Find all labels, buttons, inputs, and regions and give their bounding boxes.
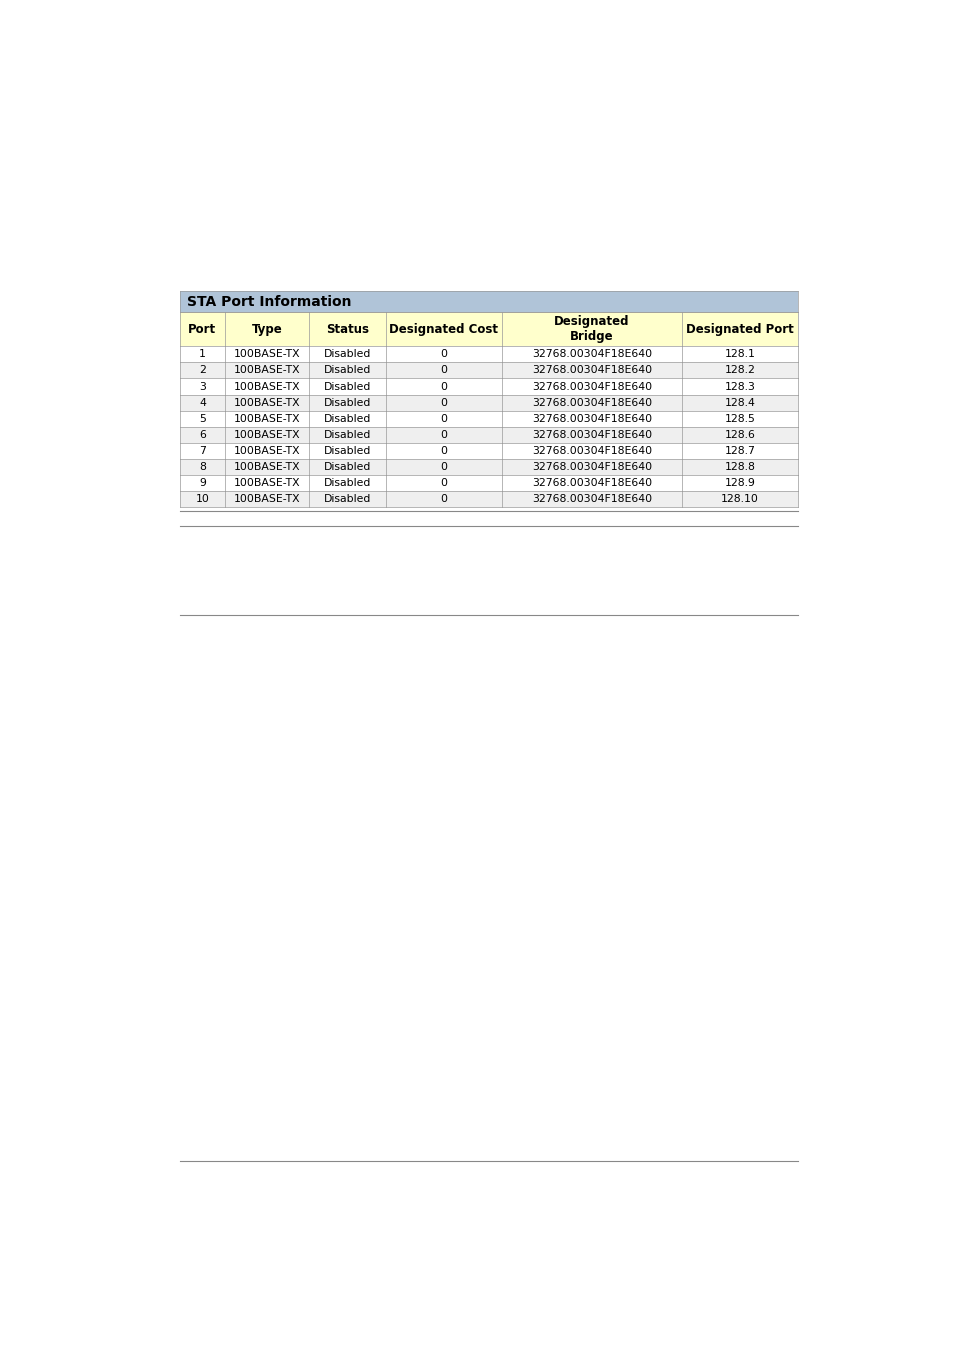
Text: 32768.00304F18E640: 32768.00304F18E640 [532, 446, 651, 457]
Bar [180, 492, 797, 508]
Text: 100BASE-TX: 100BASE-TX [233, 446, 300, 457]
Text: Disabled: Disabled [323, 413, 371, 424]
Text: 32768.00304F18E640: 32768.00304F18E640 [532, 350, 651, 359]
Bar [180, 459, 797, 476]
Text: Disabled: Disabled [323, 478, 371, 488]
Text: 0: 0 [440, 350, 447, 359]
Text: Designated
Bridge: Designated Bridge [554, 315, 629, 343]
Text: 100BASE-TX: 100BASE-TX [233, 365, 300, 376]
Text: 100BASE-TX: 100BASE-TX [233, 413, 300, 424]
Text: 32768.00304F18E640: 32768.00304F18E640 [532, 413, 651, 424]
Bar [180, 346, 797, 362]
Bar [180, 476, 797, 492]
Text: 6: 6 [199, 430, 206, 440]
Bar [180, 394, 797, 411]
Text: Disabled: Disabled [323, 462, 371, 473]
Text: 7: 7 [199, 446, 206, 457]
Text: 100BASE-TX: 100BASE-TX [233, 397, 300, 408]
Text: 1: 1 [199, 350, 206, 359]
Text: 128.1: 128.1 [724, 350, 755, 359]
Text: Status: Status [325, 323, 369, 335]
Text: 128.9: 128.9 [724, 478, 755, 488]
Text: 0: 0 [440, 446, 447, 457]
Text: 128.5: 128.5 [724, 413, 755, 424]
Text: 0: 0 [440, 397, 447, 408]
Text: 100BASE-TX: 100BASE-TX [233, 350, 300, 359]
Text: 100BASE-TX: 100BASE-TX [233, 494, 300, 504]
Bar [180, 443, 797, 459]
Text: Disabled: Disabled [323, 494, 371, 504]
Text: 100BASE-TX: 100BASE-TX [233, 381, 300, 392]
Text: Disabled: Disabled [323, 430, 371, 440]
Bar [180, 362, 797, 378]
Text: 8: 8 [199, 462, 206, 473]
Text: 100BASE-TX: 100BASE-TX [233, 462, 300, 473]
Text: 100BASE-TX: 100BASE-TX [233, 430, 300, 440]
Text: 128.6: 128.6 [724, 430, 755, 440]
Text: 128.10: 128.10 [720, 494, 759, 504]
Text: 128.7: 128.7 [724, 446, 755, 457]
Text: Disabled: Disabled [323, 397, 371, 408]
Text: 10: 10 [195, 494, 209, 504]
Text: 0: 0 [440, 413, 447, 424]
Text: Designated Cost: Designated Cost [389, 323, 497, 335]
Text: Disabled: Disabled [323, 365, 371, 376]
Text: 32768.00304F18E640: 32768.00304F18E640 [532, 462, 651, 473]
Text: 5: 5 [199, 413, 206, 424]
Text: 32768.00304F18E640: 32768.00304F18E640 [532, 397, 651, 408]
Text: 0: 0 [440, 365, 447, 376]
Bar [180, 378, 797, 394]
Text: 0: 0 [440, 462, 447, 473]
Text: 100BASE-TX: 100BASE-TX [233, 478, 300, 488]
Text: 0: 0 [440, 430, 447, 440]
Bar [180, 312, 797, 346]
Bar [180, 290, 797, 312]
Text: STA Port Information: STA Port Information [187, 295, 352, 308]
Text: 128.8: 128.8 [724, 462, 755, 473]
Text: 2: 2 [199, 365, 206, 376]
Text: 3: 3 [199, 381, 206, 392]
Text: 32768.00304F18E640: 32768.00304F18E640 [532, 430, 651, 440]
Text: 4: 4 [199, 397, 206, 408]
Text: Port: Port [188, 323, 216, 335]
Bar [180, 427, 797, 443]
Text: Designated Port: Designated Port [685, 323, 793, 335]
Text: 128.3: 128.3 [724, 381, 755, 392]
Text: Type: Type [252, 323, 282, 335]
Text: 32768.00304F18E640: 32768.00304F18E640 [532, 381, 651, 392]
Text: 9: 9 [199, 478, 206, 488]
Text: Disabled: Disabled [323, 446, 371, 457]
Text: 128.2: 128.2 [724, 365, 755, 376]
Text: 128.4: 128.4 [724, 397, 755, 408]
Text: Disabled: Disabled [323, 350, 371, 359]
Text: Disabled: Disabled [323, 381, 371, 392]
Text: 0: 0 [440, 381, 447, 392]
Text: 32768.00304F18E640: 32768.00304F18E640 [532, 494, 651, 504]
Text: 0: 0 [440, 494, 447, 504]
Bar [180, 411, 797, 427]
Text: 0: 0 [440, 478, 447, 488]
Text: 32768.00304F18E640: 32768.00304F18E640 [532, 478, 651, 488]
Text: 32768.00304F18E640: 32768.00304F18E640 [532, 365, 651, 376]
